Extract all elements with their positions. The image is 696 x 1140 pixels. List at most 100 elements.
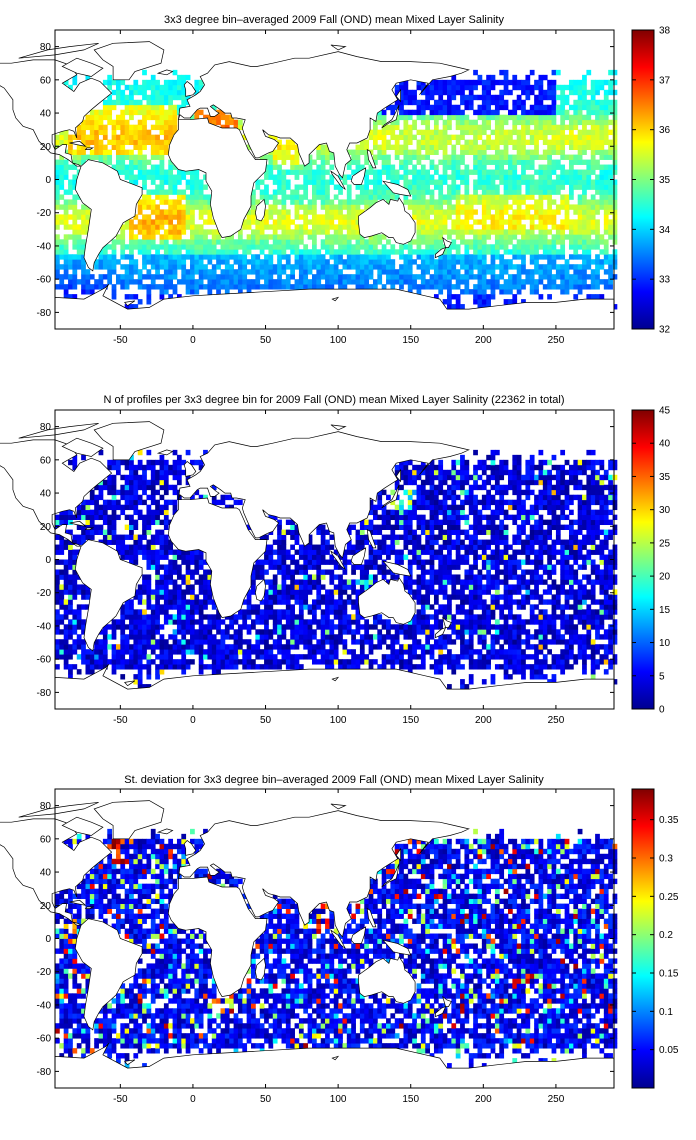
data-cell bbox=[464, 139, 470, 146]
data-cell bbox=[416, 249, 422, 255]
data-cell bbox=[107, 504, 113, 511]
data-cell bbox=[255, 244, 261, 250]
data-cell bbox=[129, 269, 134, 275]
data-cell bbox=[63, 649, 69, 655]
data-cell bbox=[163, 569, 169, 575]
data-cell bbox=[129, 519, 134, 526]
data-cell bbox=[207, 649, 213, 655]
data-cell bbox=[407, 184, 413, 190]
data-cell bbox=[159, 584, 165, 590]
data-cell bbox=[59, 179, 65, 185]
data-cell bbox=[63, 614, 69, 620]
data-cell bbox=[608, 204, 613, 210]
data-cell bbox=[342, 284, 348, 290]
data-cell bbox=[412, 174, 417, 180]
data-cell bbox=[59, 174, 65, 180]
data-cell bbox=[111, 664, 117, 670]
data-cell bbox=[198, 189, 204, 195]
data-cell bbox=[534, 199, 539, 205]
data-cell bbox=[220, 619, 226, 625]
data-cell bbox=[311, 194, 317, 200]
data-cell bbox=[63, 164, 69, 170]
data-cell bbox=[76, 159, 82, 165]
data-cell bbox=[129, 124, 134, 131]
data-cell bbox=[146, 169, 152, 175]
data-cell bbox=[159, 669, 165, 675]
data-cell bbox=[137, 509, 143, 516]
data-cell bbox=[486, 154, 491, 160]
data-cell bbox=[568, 169, 574, 175]
data-cell bbox=[577, 99, 583, 106]
data-cell bbox=[124, 119, 130, 126]
data-cell bbox=[264, 609, 269, 615]
data-cell bbox=[242, 639, 248, 645]
data-cell bbox=[102, 504, 108, 511]
data-cell bbox=[102, 149, 108, 155]
data-cell bbox=[168, 254, 174, 260]
data-cell bbox=[146, 459, 152, 466]
data-cell bbox=[412, 209, 417, 215]
data-cell bbox=[386, 139, 391, 146]
data-cell bbox=[551, 134, 557, 141]
data-cell bbox=[198, 609, 204, 615]
data-cell bbox=[355, 164, 361, 170]
data-cell bbox=[320, 149, 326, 155]
data-cell bbox=[94, 509, 99, 516]
data-cell bbox=[142, 524, 147, 530]
data-cell bbox=[146, 214, 152, 220]
data-cell bbox=[272, 159, 278, 165]
data-cell bbox=[272, 204, 278, 210]
data-cell bbox=[338, 219, 343, 225]
data-cell bbox=[159, 274, 165, 280]
data-cell bbox=[268, 209, 274, 215]
data-cell bbox=[407, 289, 413, 295]
data-cell bbox=[163, 589, 169, 595]
data-cell bbox=[264, 259, 269, 265]
data-cell bbox=[372, 284, 378, 290]
data-cell bbox=[176, 609, 182, 615]
data-cell bbox=[59, 569, 65, 575]
data-cell bbox=[521, 109, 526, 116]
data-cell bbox=[76, 154, 82, 160]
data-cell bbox=[55, 649, 60, 655]
data-cell bbox=[268, 659, 274, 665]
data-cell bbox=[163, 464, 169, 471]
data-cell bbox=[290, 644, 295, 650]
data-cell bbox=[529, 154, 535, 160]
data-cell bbox=[150, 499, 156, 506]
data-cell bbox=[207, 289, 213, 295]
data-cell bbox=[159, 119, 165, 126]
data-cell bbox=[163, 144, 169, 150]
data-cell bbox=[534, 84, 539, 91]
data-cell bbox=[481, 169, 487, 175]
data-cell bbox=[477, 174, 483, 180]
data-cell bbox=[351, 259, 356, 265]
data-cell bbox=[294, 189, 300, 195]
data-cell bbox=[285, 584, 291, 590]
data-cell bbox=[146, 674, 152, 680]
data-cell bbox=[198, 599, 204, 605]
data-cell bbox=[259, 284, 265, 290]
data-cell bbox=[137, 629, 143, 635]
data-cell bbox=[224, 644, 230, 650]
data-cell bbox=[521, 249, 526, 255]
data-cell bbox=[285, 169, 291, 175]
data-cell bbox=[525, 204, 531, 210]
data-cell bbox=[486, 234, 491, 240]
data-cell bbox=[176, 199, 182, 205]
data-cell bbox=[473, 84, 478, 91]
data-cell bbox=[555, 254, 561, 260]
data-cell bbox=[146, 464, 152, 471]
data-cell bbox=[264, 189, 269, 195]
data-cell bbox=[425, 124, 431, 131]
data-cell bbox=[494, 189, 500, 195]
data-cell bbox=[55, 589, 60, 595]
data-cell bbox=[115, 134, 121, 141]
data-cell bbox=[159, 214, 165, 220]
data-cell bbox=[163, 189, 169, 195]
data-cell bbox=[115, 644, 121, 650]
data-cell bbox=[364, 204, 370, 210]
data-cell bbox=[512, 99, 518, 106]
data-cell bbox=[255, 219, 261, 225]
data-cell bbox=[560, 249, 566, 255]
